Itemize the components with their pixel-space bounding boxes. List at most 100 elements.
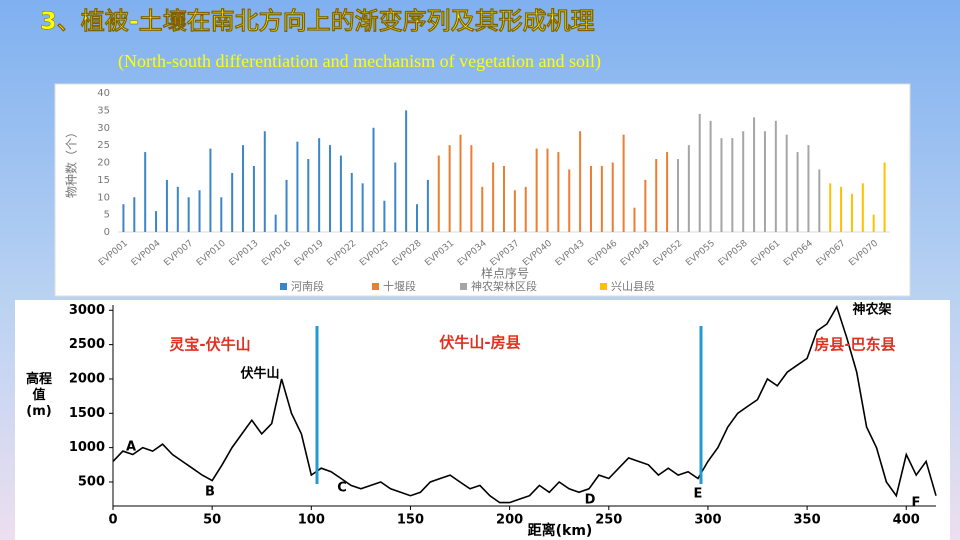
y-axis-label: 物种数（个） <box>64 126 79 198</box>
legend-swatch <box>280 283 287 290</box>
bar <box>339 155 342 232</box>
bar <box>437 155 440 232</box>
y-tick-label: 35 <box>97 105 110 116</box>
bar <box>785 134 788 232</box>
bar <box>709 120 712 232</box>
y-tick-label: 40 <box>97 88 110 99</box>
bar <box>198 190 201 232</box>
bar <box>361 183 364 232</box>
slide-title: 3、植被-土壤在南北方向上的渐变序列及其形成机理 <box>40 7 595 35</box>
bar <box>829 183 832 232</box>
bar <box>666 152 669 232</box>
bar <box>144 152 147 232</box>
bar <box>481 186 484 232</box>
legend-swatch <box>600 283 607 290</box>
bar <box>687 145 690 232</box>
bar <box>187 197 190 232</box>
bar <box>524 186 527 232</box>
annotation: 神农架 <box>852 302 891 318</box>
annotation: C <box>337 481 347 496</box>
bar <box>372 127 375 232</box>
bar <box>459 134 462 232</box>
y-tick-label: 1000 <box>69 440 105 455</box>
bar <box>731 138 734 232</box>
bar <box>676 159 679 232</box>
bar <box>220 197 223 232</box>
bar <box>394 162 397 232</box>
bar <box>426 179 429 232</box>
x-tick-label: 250 <box>595 513 622 528</box>
bar <box>753 117 756 232</box>
y-tick-label: 20 <box>97 158 110 169</box>
x-tick-label: 300 <box>694 513 721 528</box>
bar <box>503 165 505 232</box>
annotation: A <box>126 440 136 455</box>
bar <box>296 141 299 232</box>
bar <box>448 145 451 232</box>
annotation: 房县-巴东县 <box>814 336 895 354</box>
x-axis-label: 距离(km) <box>528 522 593 539</box>
y-tick-label: 25 <box>97 140 110 151</box>
bar <box>720 138 723 232</box>
x-tick-label: 350 <box>794 513 821 528</box>
y-tick-label: 10 <box>97 192 110 203</box>
chart-panel <box>15 300 950 540</box>
x-tick-label: 150 <box>397 513 424 528</box>
bar <box>796 152 799 232</box>
bar <box>307 159 310 232</box>
legend-swatch <box>372 283 379 290</box>
bar <box>285 179 288 232</box>
bar <box>840 186 843 232</box>
bar <box>513 190 516 232</box>
annotation: 伏牛山 <box>240 366 279 382</box>
bar <box>557 152 560 232</box>
x-tick-label: 200 <box>496 513 523 528</box>
bar <box>655 159 658 232</box>
annotation: E <box>694 487 703 502</box>
bar <box>231 172 234 232</box>
y-tick-label: 15 <box>97 175 110 186</box>
y-tick-label: 2500 <box>69 337 105 352</box>
bar <box>644 179 647 232</box>
bar <box>579 131 582 232</box>
x-tick-label: 50 <box>203 513 221 528</box>
annotation: D <box>585 493 596 508</box>
bar <box>535 148 538 232</box>
bar <box>350 172 353 232</box>
bar <box>622 134 625 232</box>
bar <box>176 186 179 232</box>
slide-subtitle: (North-south differentiation and mechani… <box>118 51 601 72</box>
y-tick-label: 0 <box>104 227 110 238</box>
bar <box>546 148 549 232</box>
bar <box>633 207 636 232</box>
bar <box>818 169 821 232</box>
bar <box>405 110 408 232</box>
y-tick-label: 2000 <box>69 371 105 386</box>
bar <box>568 169 571 232</box>
bar <box>165 179 168 232</box>
bar <box>416 204 419 232</box>
x-tick-label: 0 <box>108 513 117 528</box>
bar <box>252 165 255 232</box>
bar <box>329 145 332 232</box>
legend-label: 兴山县段 <box>611 279 655 293</box>
bar <box>883 162 886 232</box>
bar <box>274 214 277 232</box>
elevation-line <box>112 304 937 504</box>
bar <box>242 145 245 232</box>
bar <box>763 131 766 232</box>
bar <box>470 145 473 232</box>
legend-label: 神农架林区段 <box>471 279 537 293</box>
x-tick-label: 100 <box>298 513 325 528</box>
bar <box>861 183 864 232</box>
x-axis-label: 样点序号 <box>481 266 529 281</box>
bar <box>318 138 321 232</box>
bar <box>872 214 875 232</box>
legend-label: 十堰段 <box>383 279 416 293</box>
bar <box>742 131 745 232</box>
bar <box>600 165 603 232</box>
legend-swatch <box>460 283 467 290</box>
bar <box>774 120 777 232</box>
